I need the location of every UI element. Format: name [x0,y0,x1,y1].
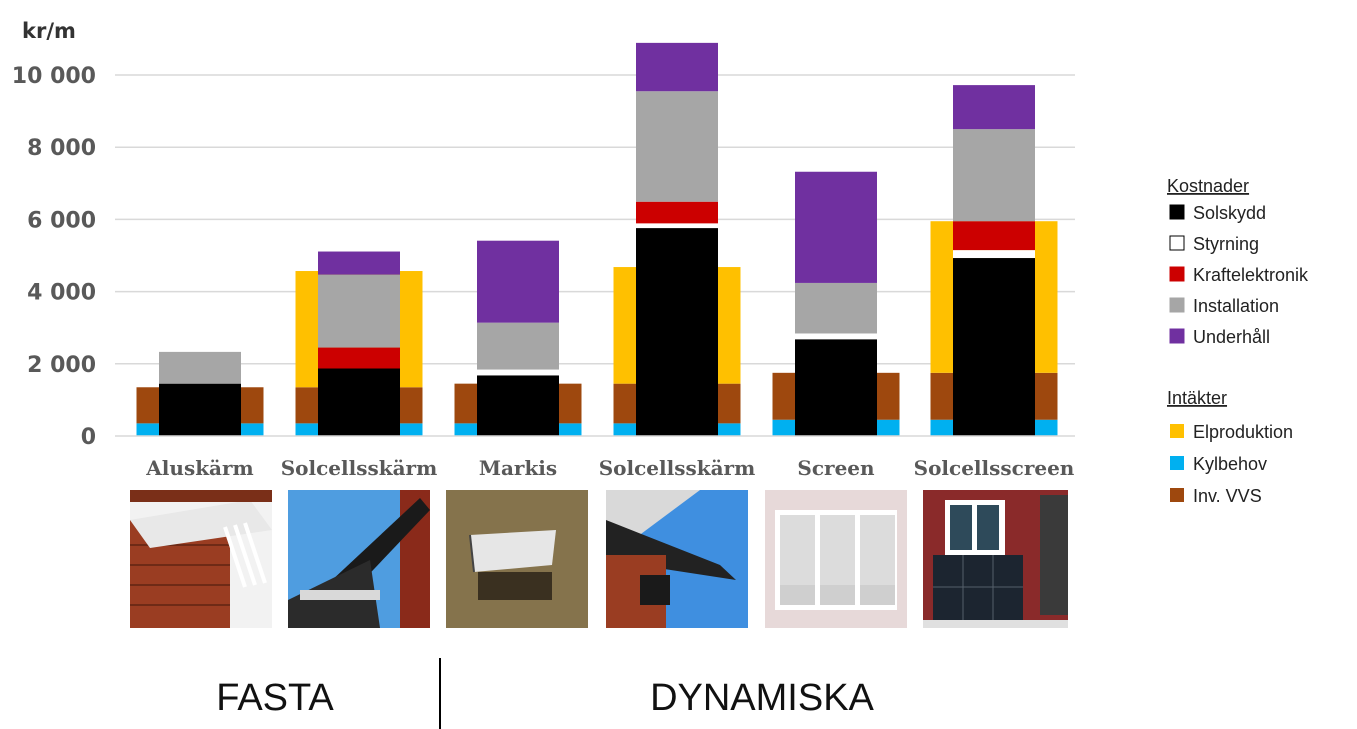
bar-segment-solskydd [953,258,1035,436]
legend-swatch [1169,328,1185,344]
photo-aluskarm [130,490,272,628]
category-label: Solcellsscreen [914,456,1075,480]
legend: Kostnader Solskydd Styrning Kraftelektroni… [1167,176,1309,506]
photo-row [130,490,1068,628]
legend-entry-label: Solskydd [1193,203,1266,223]
legend-entry-label: Installation [1193,296,1279,316]
legend-entry-label: Inv. VVS [1193,486,1262,506]
legend-entry-label: Elproduktion [1193,422,1293,442]
bar-segment-installation [636,91,718,202]
bar-segment-kraftelektronik [318,347,400,369]
legend-swatch [1170,424,1184,438]
y-tick-label: 6 000 [27,208,96,233]
bar-segment-styrning [636,223,718,229]
bar-segment-underh-ll [636,42,718,92]
legend-swatch [1170,456,1184,470]
legend-income-title: Intäkter [1167,388,1227,408]
category-label: Solcellsskärm [281,456,438,480]
legend-swatch [1169,297,1185,313]
bar-segment-solskydd [795,339,877,436]
y-axis-label: kr/m [22,19,76,43]
legend-swatch [1169,235,1185,251]
legend-swatch [1170,488,1184,502]
legend-costs: Solskydd Styrning Kraftelektronik Installat… [1169,203,1309,347]
bar-segment-kraftelektronik [636,201,718,224]
category-label: Solcellsskärm [599,456,756,480]
y-tick-label: 8 000 [27,136,96,161]
bar-segment-installation [477,322,559,370]
photo-screen [765,490,907,628]
y-tick-label: 4 000 [27,281,96,306]
y-axis-ticks: 0 2 000 4 000 6 000 8 000 10 000 [12,64,96,450]
bar-segment-solskydd [636,228,718,436]
photo-solcellsskarm-dynamisk [606,490,748,628]
photo-markis [446,490,588,628]
group-label-fasta: FASTA [216,677,334,719]
category-labels: Aluskärm Solcellsskärm Markis Solcellsskärm… [145,456,1075,480]
y-tick-label: 10 000 [12,64,96,89]
legend-entry-label: Kylbehov [1193,454,1267,474]
photo-solcellsskarm-fast [288,490,430,628]
bar-segment-underh-ll [477,240,559,323]
bar-segment-solskydd [159,383,241,436]
bar-segment-installation [159,351,241,384]
bar-segment-styrning [795,333,877,340]
bar-segment-underh-ll [318,251,400,275]
bar-segment-installation [795,282,877,334]
category-label: Aluskärm [145,456,253,480]
y-tick-label: 0 [81,425,96,450]
bars [136,42,1058,436]
bar-segment-solskydd [477,375,559,436]
legend-entry-label: Styrning [1193,234,1259,254]
bar-segment-styrning [953,250,1035,259]
bar-segment-kraftelektronik [953,221,1035,251]
bar-segment-installation [318,274,400,348]
category-label: Screen [797,456,875,480]
bar-segment-underh-ll [795,171,877,283]
legend-entry-label: Underhåll [1193,327,1270,347]
group-label-dynamiska: DYNAMISKA [650,677,874,719]
legend-costs-title: Kostnader [1167,176,1249,196]
bar-segment-solskydd [318,368,400,436]
bar-segment-installation [953,129,1035,222]
photo-solcellsscreen [923,490,1068,628]
category-label: Markis [479,456,557,480]
bar-segment-underh-ll [953,85,1035,130]
bar-segment-styrning [477,369,559,376]
legend-swatch [1169,204,1185,220]
legend-entry-label: Kraftelektronik [1193,265,1309,285]
y-tick-label: 2 000 [27,353,96,378]
legend-swatch [1169,266,1185,282]
gridlines [115,74,1075,365]
legend-income: Elproduktion Kylbehov Inv. VVS [1170,422,1293,506]
